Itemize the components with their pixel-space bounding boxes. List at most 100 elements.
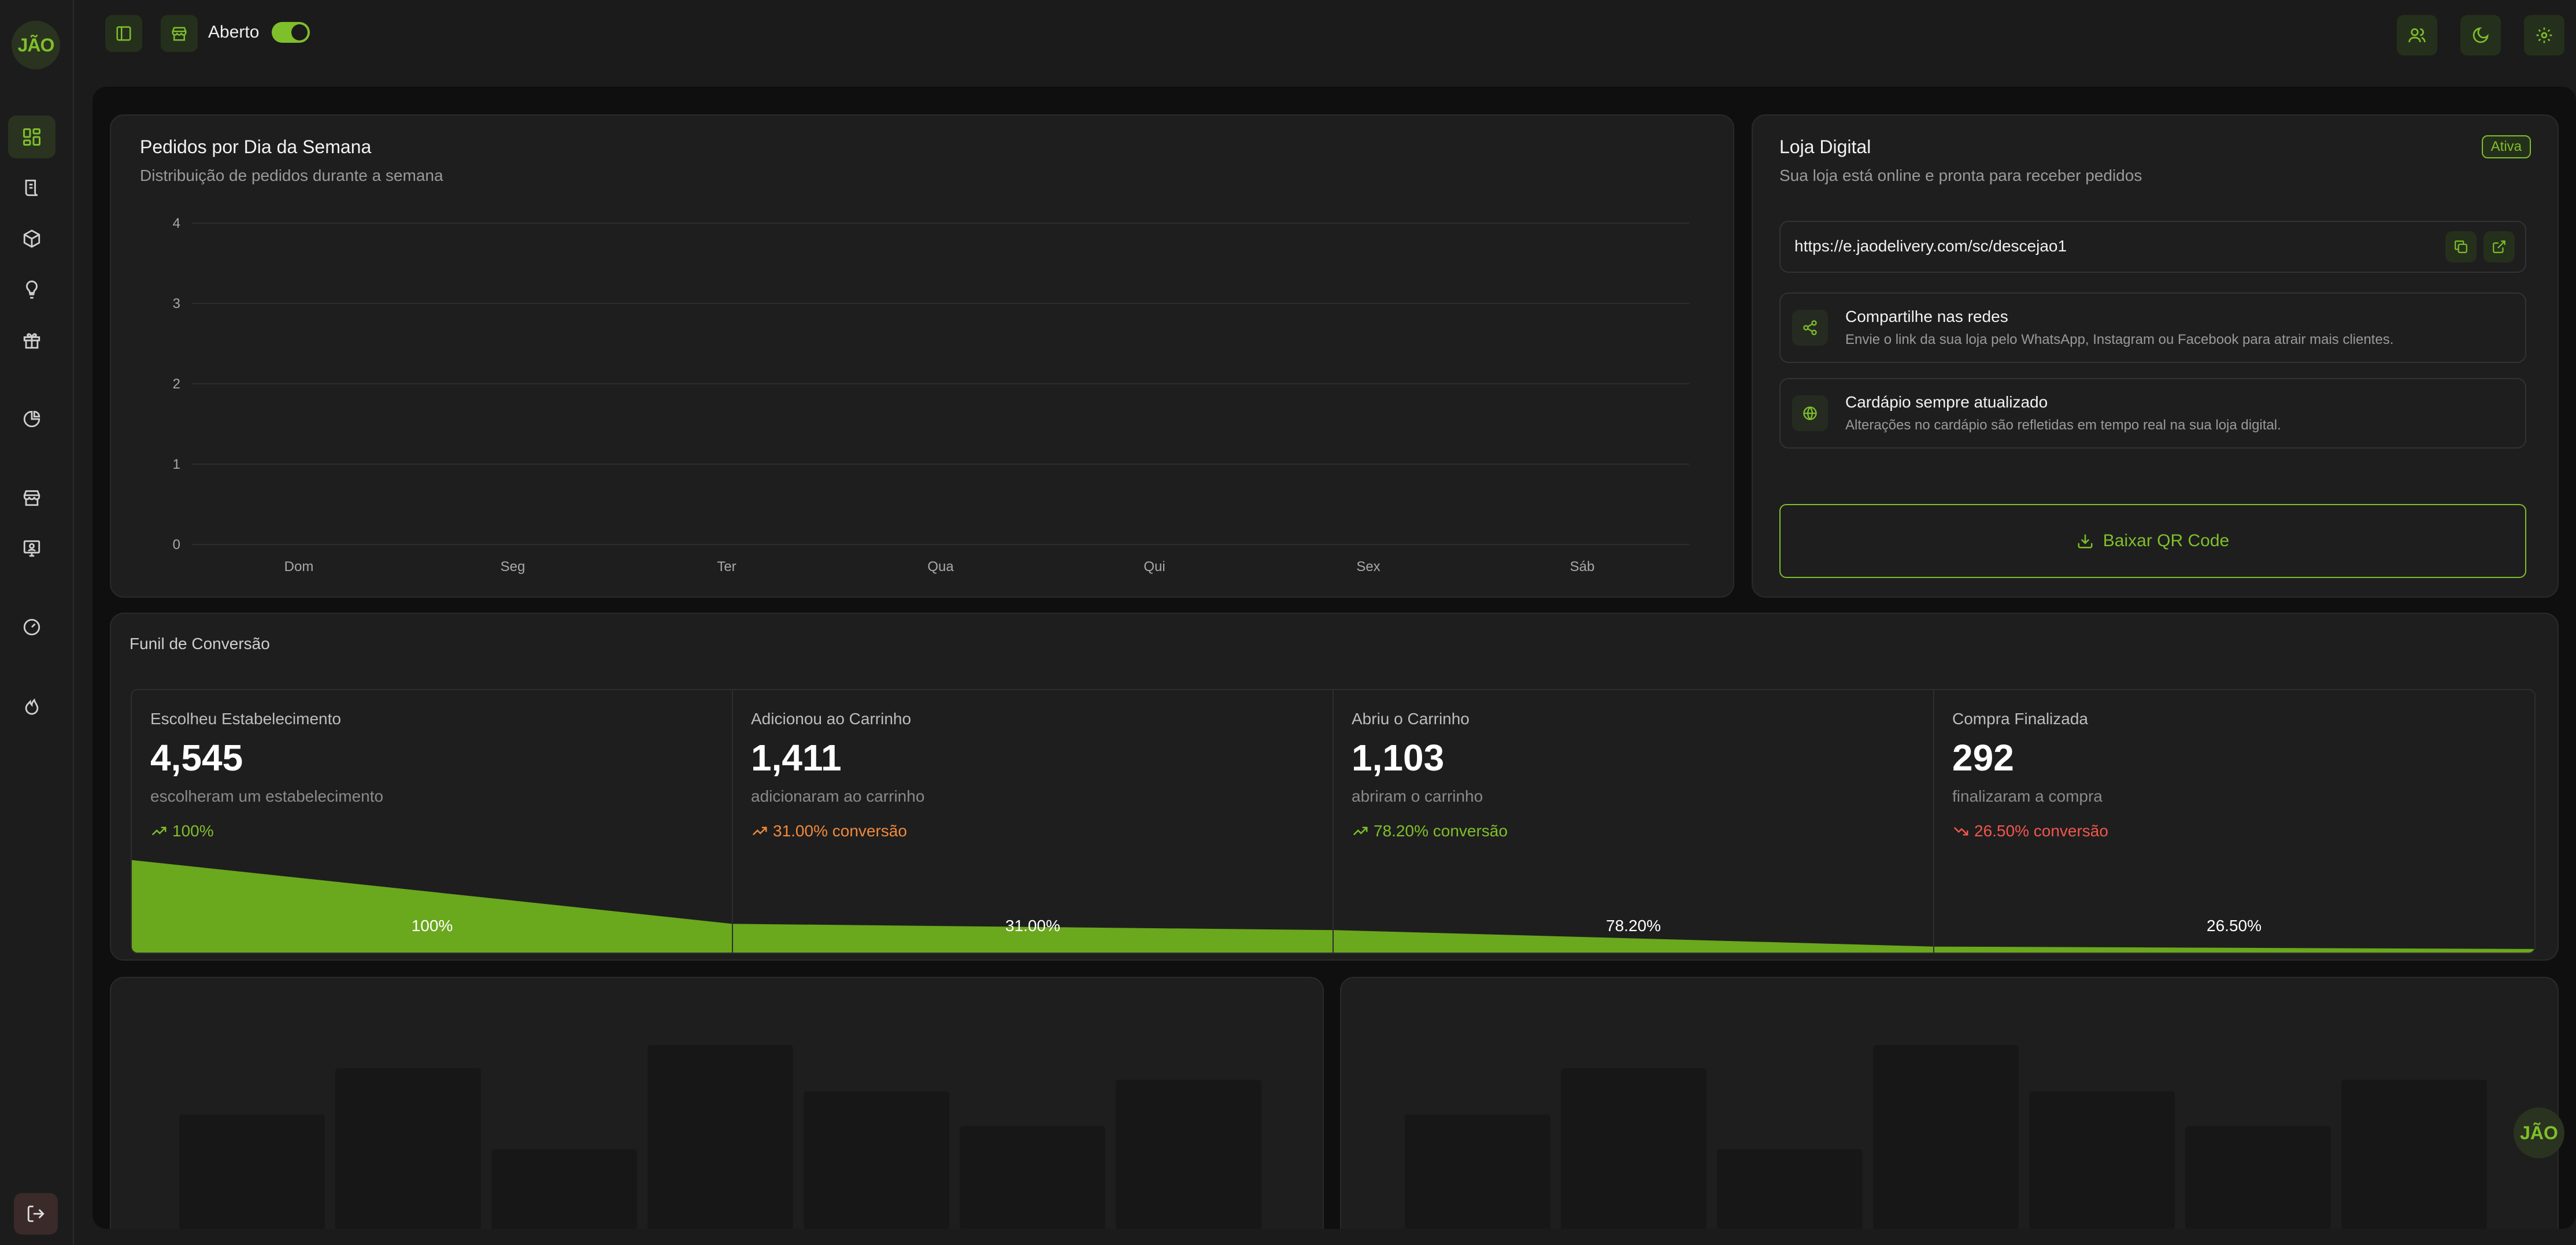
users-button[interactable] <box>2397 15 2437 55</box>
y-tick-label: 0 <box>173 537 180 553</box>
funnel-step-label: Compra Finalizada <box>1952 710 2088 728</box>
download-qr-button[interactable]: Baixar QR Code <box>1779 504 2526 578</box>
download-qr-label: Baixar QR Code <box>2103 531 2230 550</box>
app-logo[interactable]: JÃO <box>12 21 60 69</box>
loading-chart-left <box>110 977 1324 1229</box>
funnel-step-label: Abriu o Carrinho <box>1352 710 1470 728</box>
store-url[interactable]: https://e.jaodelivery.com/sc/descejao1 <box>1794 237 2067 255</box>
share-icon-badge <box>1792 310 1828 346</box>
copy-url-button[interactable] <box>2445 231 2477 262</box>
funnel-area-chart <box>132 690 2534 953</box>
box-icon <box>23 229 40 248</box>
x-tick-label: Qua <box>927 559 954 575</box>
logout-button[interactable] <box>14 1193 58 1235</box>
toggle-sidebar-button[interactable] <box>105 15 142 52</box>
funnel-bar-label: 26.50% <box>2207 917 2262 935</box>
store-subtitle: Sua loja está online e pronta para receb… <box>1779 166 2142 184</box>
funnel-step-value: 4,545 <box>150 737 243 779</box>
skeleton-bar <box>491 1149 637 1229</box>
sidebar-item-reports[interactable] <box>8 398 55 440</box>
skeleton-bar <box>1873 1045 2019 1229</box>
x-tick-label: Sex <box>1356 559 1380 575</box>
conversion-funnel-card: Funil de Conversão Escolheu Estabelecime… <box>110 613 2559 961</box>
sidebar-item-dashboard[interactable] <box>8 116 55 158</box>
funnel-step-trend-text: 31.00% conversão <box>773 822 907 840</box>
share-info-box: Compartilhe nas redes Envie o link da su… <box>1779 292 2526 363</box>
users-icon <box>2408 28 2426 43</box>
sidebar-item-products[interactable] <box>8 217 55 260</box>
sidebar-item-display[interactable] <box>8 527 55 570</box>
x-tick-label: Seg <box>501 559 525 575</box>
trending-up-icon <box>752 827 767 836</box>
open-store-button[interactable] <box>2484 231 2515 262</box>
share-title: Compartilhe nas redes <box>1845 307 2008 325</box>
sidebar-panel-icon <box>116 26 131 41</box>
funnel-step-trend: 26.50% conversão <box>1952 822 2108 840</box>
funnel-step-label: Escolheu Estabelecimento <box>150 710 341 728</box>
store-status-button[interactable] <box>161 15 198 52</box>
weekly-orders-chart: 4 3 2 1 0 Dom Seg Ter Qua Qui Sex Sáb <box>173 216 1689 575</box>
x-tick-label: Sáb <box>1570 559 1595 575</box>
y-tick-label: 4 <box>173 216 180 231</box>
share-description: Envie o link da sua loja pelo WhatsApp, … <box>1845 332 2394 347</box>
lightbulb-icon <box>26 280 38 299</box>
external-link-icon <box>2493 240 2505 253</box>
sidebar-item-performance[interactable] <box>8 606 55 649</box>
sidebar-item-trending[interactable] <box>8 684 55 727</box>
logo-text: JÃO <box>17 34 55 55</box>
skeleton-bar <box>1717 1149 1863 1229</box>
sidebar-item-ideas[interactable] <box>8 268 55 311</box>
funnel-step-description: finalizaram a compra <box>1952 787 2103 805</box>
floating-assistant-button[interactable]: JÃO <box>2514 1107 2564 1158</box>
share-icon <box>1803 320 1817 335</box>
menu-info-box: Cardápio sempre atualizado Alterações no… <box>1779 378 2526 449</box>
trending-up-icon <box>151 827 166 836</box>
theme-toggle-button[interactable] <box>2460 15 2501 55</box>
funnel-step-trend: 78.20% conversão <box>1352 822 1508 840</box>
funnel-step: Adicionou ao Carrinho 1,411 adicionaram ao… <box>732 690 1333 953</box>
funnel-step: Compra Finalizada 292 finalizaram a compra… <box>1934 690 2534 953</box>
sidebar: JÃO <box>0 0 74 1245</box>
gift-icon <box>23 333 40 349</box>
funnel-step-value: 1,103 <box>1352 737 1445 779</box>
globe-icon-badge <box>1792 395 1828 431</box>
weekly-orders-title: Pedidos por Dia da Semana <box>140 136 372 157</box>
presentation-icon <box>23 540 40 557</box>
funnel-step-value: 292 <box>1952 737 2014 779</box>
store-icon <box>23 490 40 506</box>
floating-logo-text: JÃO <box>2520 1122 2558 1143</box>
skeleton-bar <box>2029 1091 2175 1229</box>
pie-chart-icon <box>23 410 40 428</box>
funnel-step-label: Adicionou ao Carrinho <box>751 710 912 728</box>
sidebar-item-store[interactable] <box>8 476 55 519</box>
store-open-toggle[interactable] <box>272 22 310 43</box>
skeleton-bar <box>960 1126 1105 1229</box>
funnel-step-description: abriram o carrinho <box>1352 787 1483 805</box>
sidebar-item-orders[interactable] <box>8 166 55 209</box>
skeleton-bar <box>1561 1068 1707 1229</box>
store-title: Loja Digital <box>1779 136 1871 157</box>
sidebar-item-rewards[interactable] <box>8 319 55 362</box>
receipt-icon <box>25 179 38 197</box>
dashboard-icon <box>23 128 40 146</box>
digital-store-card: Loja Digital Ativa Sua loja está online … <box>1752 114 2559 598</box>
menu-description: Alterações no cardápio são refletidas em… <box>1845 417 2281 433</box>
y-tick-label: 3 <box>173 296 180 312</box>
store-status-badge: Ativa <box>2481 135 2531 158</box>
loading-chart-right <box>1340 977 2559 1229</box>
x-tick-label: Qui <box>1143 559 1165 575</box>
toggle-knob <box>291 24 308 40</box>
store-url-box: https://e.jaodelivery.com/sc/descejao1 <box>1779 221 2526 273</box>
x-tick-label: Ter <box>717 559 736 575</box>
moon-icon <box>2473 27 2489 43</box>
funnel-step-trend-text: 100% <box>172 822 214 840</box>
flame-icon <box>25 698 39 715</box>
settings-button[interactable] <box>2524 15 2564 55</box>
download-icon <box>2078 534 2093 549</box>
weekly-orders-card: Pedidos por Dia da Semana Distribuição d… <box>110 114 1734 598</box>
funnel-step-value: 1,411 <box>751 737 842 779</box>
copy-icon <box>2455 240 2467 253</box>
skeleton-bar <box>1405 1114 1550 1229</box>
skeleton-bar <box>2341 1080 2487 1229</box>
weekly-orders-subtitle: Distribuição de pedidos durante a semana <box>140 166 443 184</box>
